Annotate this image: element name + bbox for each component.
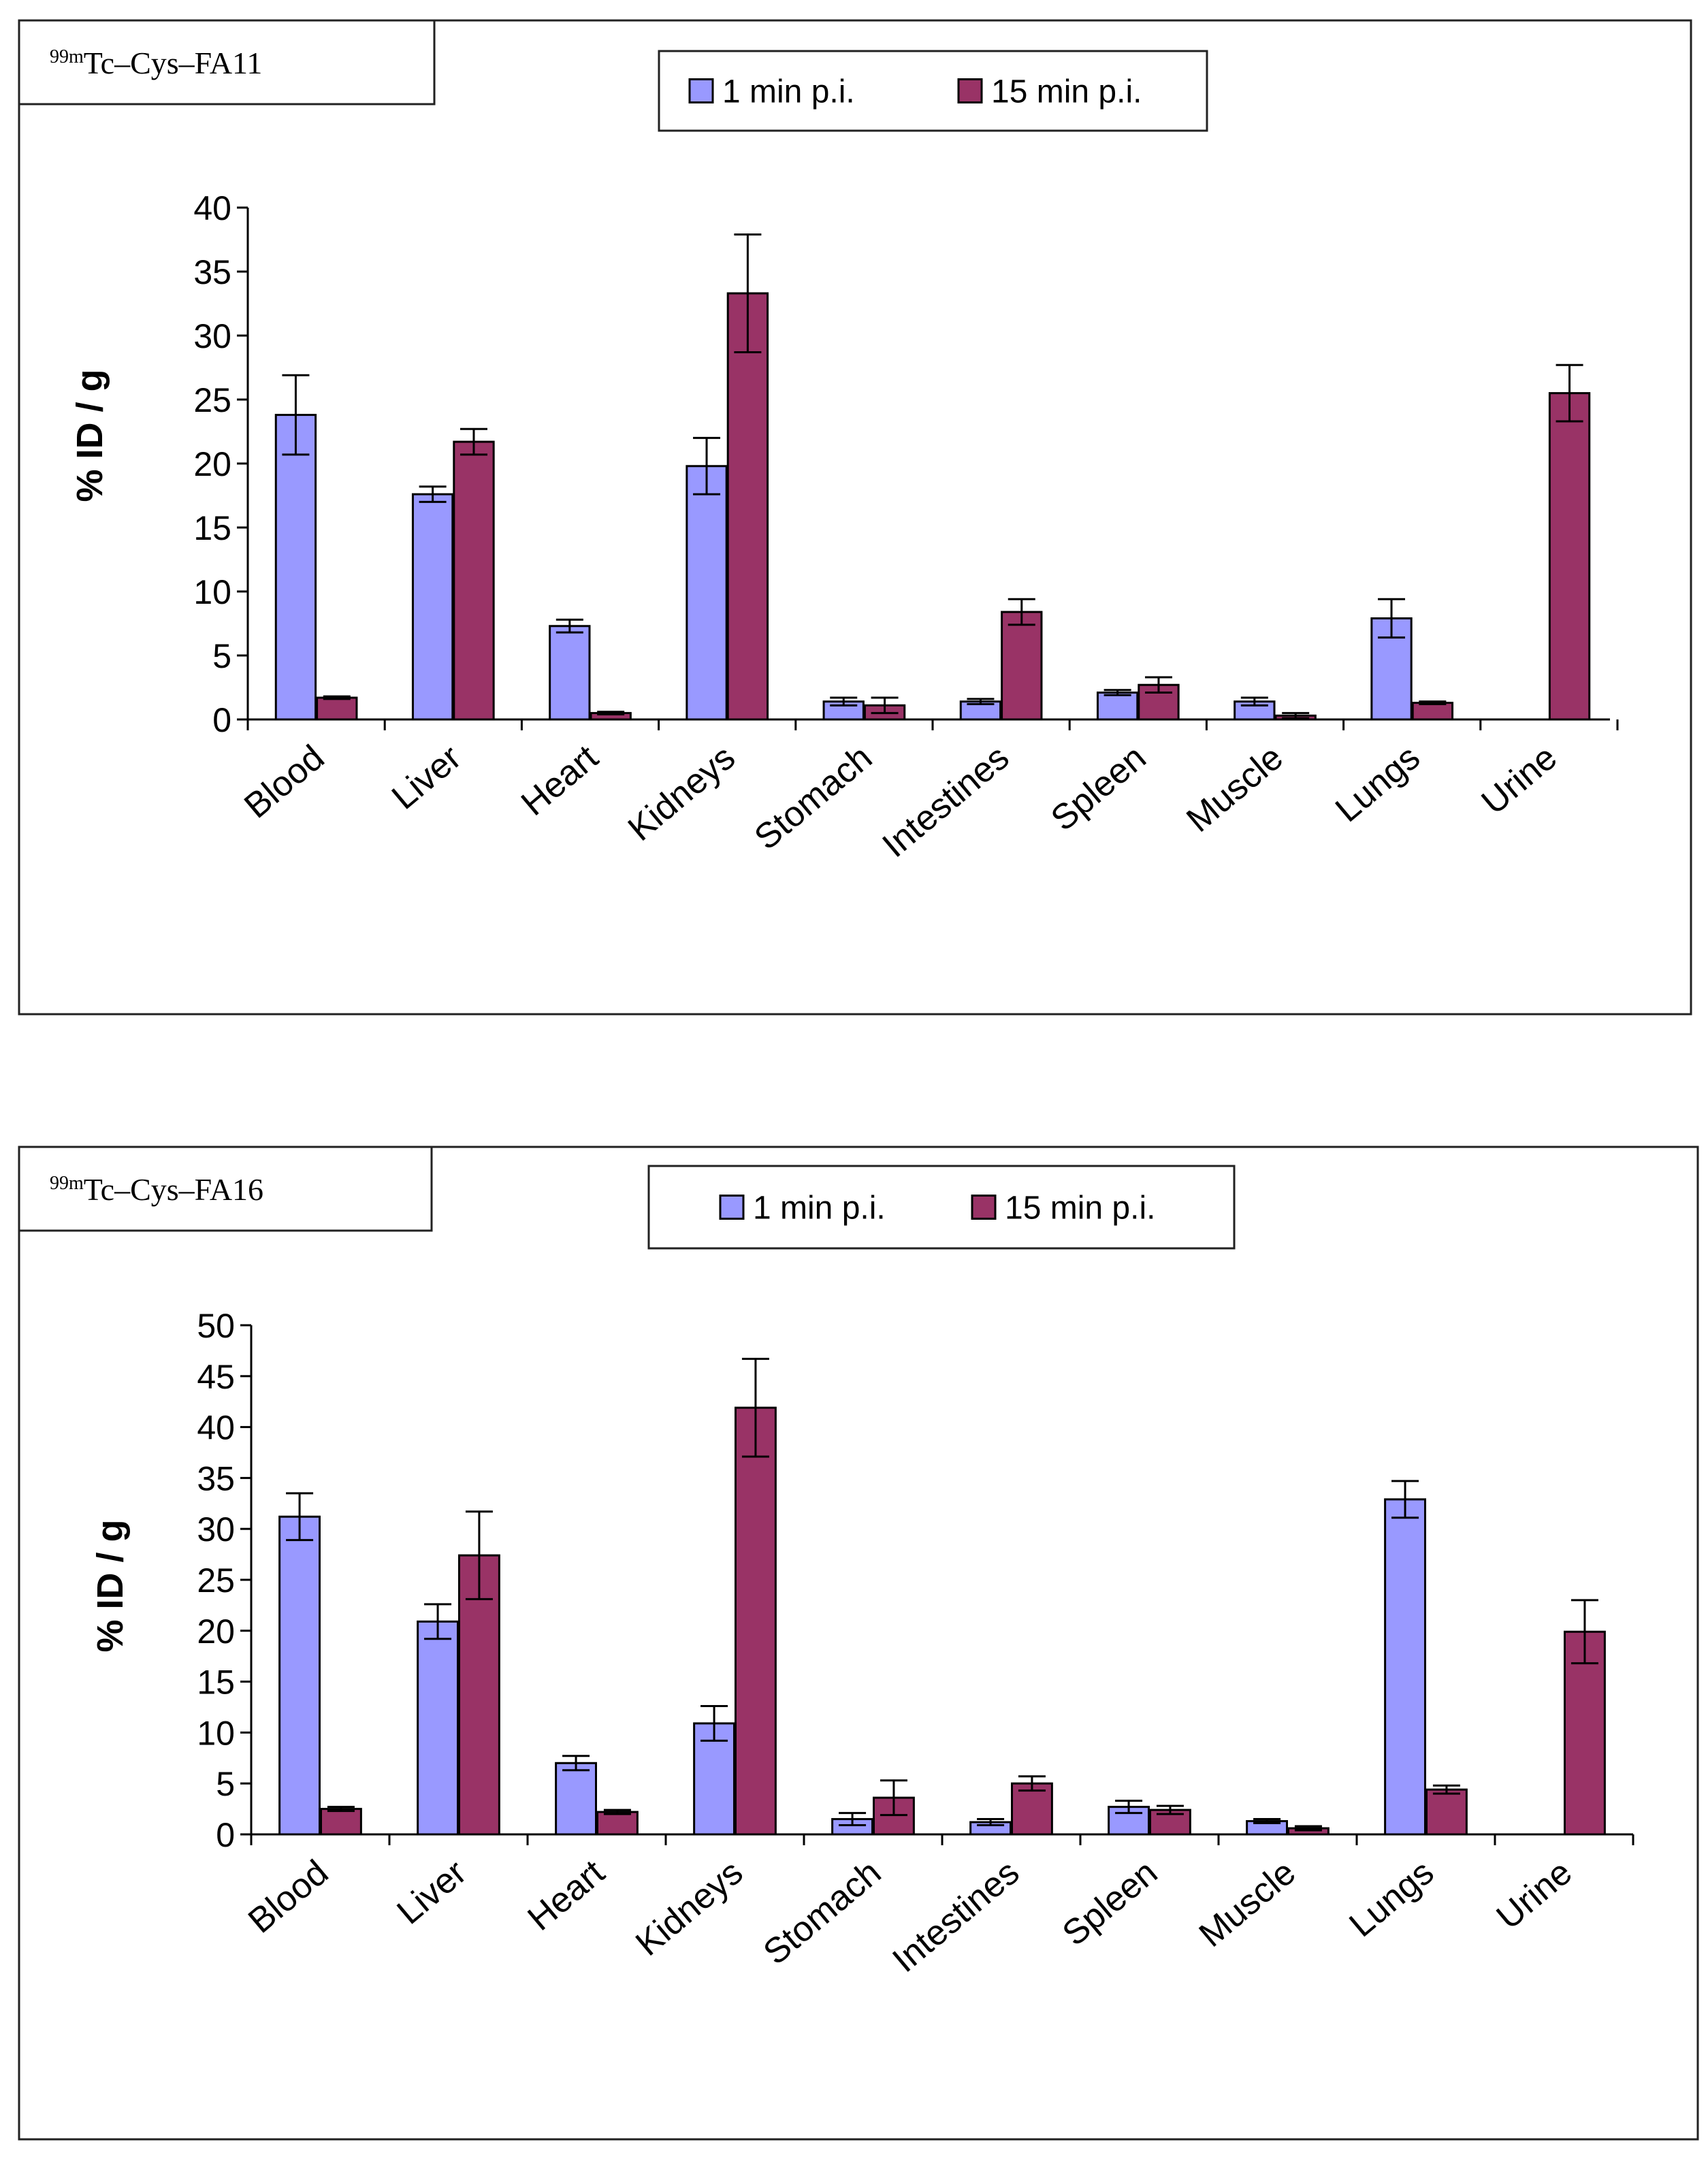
legend-swatch-1 <box>688 78 714 103</box>
bar-urine-s2 <box>1548 392 1591 721</box>
legend-box <box>658 50 1208 132</box>
legend-swatch-1 <box>719 1195 745 1220</box>
y-tick-label: 30 <box>197 1510 235 1548</box>
x-tick-label-kidneys: Kidneys <box>628 1853 750 1964</box>
chart-title-box <box>18 19 436 106</box>
y-tick-label: 5 <box>212 637 231 675</box>
bar-liver-s2 <box>453 440 495 721</box>
bar-kidneys-s1 <box>686 465 728 721</box>
chart-title-text: Tc–Cys–FA16 <box>84 1172 263 1207</box>
x-tick-label-heart: Heart <box>514 737 606 824</box>
x-tick-label-muscle: Muscle <box>1179 738 1290 840</box>
x-tick-label-liver: Liver <box>390 1853 474 1932</box>
y-tick-label: 15 <box>193 509 231 547</box>
legend-label-2: 15 min p.i. <box>991 74 1142 110</box>
bar-lungs-s2 <box>1425 1788 1468 1836</box>
y-tick-label: 10 <box>197 1714 235 1752</box>
y-tick-label: 20 <box>193 445 231 483</box>
chart-title-superscript: 99m <box>50 46 84 67</box>
x-tick-label-stomach: Stomach <box>756 1853 888 1973</box>
chart-title: 99mTc–Cys–FA16 <box>50 1172 263 1207</box>
bar-liver-s1 <box>411 493 454 721</box>
bar-blood-s1 <box>278 1515 321 1836</box>
panel-fa11: 99mTc–Cys–FA11 1 min p.i. 15 min p.i. 0 5 10 1… <box>18 19 1692 1016</box>
y-tick-label: 50 <box>197 1307 235 1345</box>
panel-fa16: 99mTc–Cys–FA16 1 min p.i. 15 min p.i. 0 5 10 1… <box>18 1146 1699 2141</box>
x-tick-label-intestines: Intestines <box>885 1853 1027 1981</box>
bar-kidneys-s2 <box>726 292 769 721</box>
y-tick-label: 40 <box>197 1409 235 1447</box>
bar-spleen-s1 <box>1096 692 1139 721</box>
legend-label-1: 1 min p.i. <box>753 1190 886 1227</box>
chart-title: 99mTc–Cys–FA11 <box>50 46 262 80</box>
bar-kidneys-s2 <box>735 1406 777 1836</box>
y-tick-label: 0 <box>212 701 231 739</box>
x-tick-label-urine: Urine <box>1475 738 1564 822</box>
y-tick-label: 25 <box>197 1561 235 1600</box>
x-tick-label-blood: Blood <box>237 738 332 826</box>
x-tick-label-stomach: Stomach <box>747 738 880 858</box>
chart-frame <box>18 1146 1699 2141</box>
x-tick-label-muscle: Muscle <box>1192 1853 1303 1955</box>
legend-swatch-2 <box>971 1195 997 1220</box>
x-tick-label-urine: Urine <box>1489 1853 1579 1937</box>
y-tick-label: 35 <box>193 253 231 291</box>
bar-blood-s2 <box>320 1808 362 1836</box>
bar-blood-s1 <box>274 414 317 721</box>
y-tick-label: 15 <box>197 1664 235 1702</box>
x-tick-label-lungs: Lungs <box>1342 1853 1441 1945</box>
chart-title-text: Tc–Cys–FA11 <box>84 46 263 80</box>
x-tick-label-kidneys: Kidneys <box>621 738 743 849</box>
legend-label-2: 15 min p.i. <box>1005 1190 1155 1227</box>
bar-heart-s1 <box>549 625 591 721</box>
y-tick-label: 30 <box>193 317 231 355</box>
bar-urine-s2 <box>1564 1630 1606 1836</box>
bar-lungs-s1 <box>1384 1498 1427 1836</box>
legend-swatch-2 <box>957 78 983 103</box>
y-tick-label: 5 <box>216 1765 235 1803</box>
x-tick-label-blood: Blood <box>241 1853 336 1941</box>
x-tick-label-intestines: Intestines <box>875 738 1017 866</box>
legend-box <box>647 1165 1236 1250</box>
y-tick-label: 20 <box>197 1612 235 1651</box>
chart-title-box <box>18 1146 433 1232</box>
bar-lungs-s2 <box>1411 702 1454 721</box>
bar-intestines-s2 <box>1001 611 1043 721</box>
bar-heart-s1 <box>555 1762 598 1836</box>
y-axis-title: % ID / g <box>90 1519 131 1652</box>
y-tick-label: 25 <box>193 381 231 419</box>
y-tick-label: 40 <box>193 189 231 227</box>
y-tick-label: 35 <box>197 1459 235 1497</box>
y-tick-label: 10 <box>193 573 231 611</box>
bar-heart-s2 <box>596 1811 639 1836</box>
bar-liver-s1 <box>417 1620 460 1836</box>
y-tick-label: 0 <box>216 1816 235 1854</box>
x-tick-label-lungs: Lungs <box>1328 738 1428 830</box>
bar-kidneys-s1 <box>693 1722 736 1836</box>
y-tick-label: 45 <box>197 1358 235 1396</box>
chart-frame <box>18 19 1692 1016</box>
chart-title-superscript: 99m <box>50 1173 84 1194</box>
x-tick-label-heart: Heart <box>521 1852 613 1939</box>
y-axis-title: % ID / g <box>69 369 110 502</box>
bar-blood-s2 <box>316 696 358 721</box>
x-tick-label-liver: Liver <box>385 738 469 817</box>
x-tick-label-spleen: Spleen <box>1044 738 1153 839</box>
legend-label-1: 1 min p.i. <box>722 74 855 110</box>
x-tick-label-spleen: Spleen <box>1055 1853 1165 1954</box>
